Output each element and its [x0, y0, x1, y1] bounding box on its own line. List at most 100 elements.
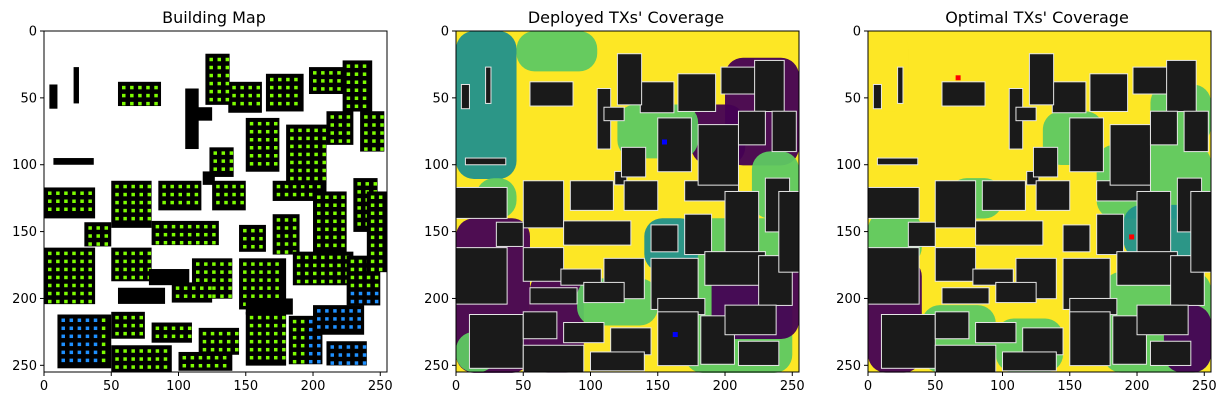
tx-marker: [955, 75, 961, 81]
grid-point: [56, 191, 60, 195]
grid-point: [88, 275, 92, 280]
grid-point: [265, 339, 270, 344]
panel-title: Building Map: [162, 8, 266, 27]
grid-point: [267, 294, 271, 298]
grid-point: [243, 286, 247, 290]
grid-point: [274, 137, 278, 142]
building: [941, 81, 986, 107]
grid-point: [298, 168, 302, 173]
grid-point: [257, 121, 262, 126]
grid-point: [341, 309, 345, 313]
grid-point: [274, 154, 278, 158]
grid-point: [77, 326, 82, 331]
grid-point: [256, 101, 261, 106]
building: [1149, 340, 1192, 366]
building: [677, 73, 717, 112]
grid-point: [195, 240, 200, 245]
grid-point: [48, 267, 52, 272]
grid-point: [225, 65, 230, 70]
building: [1116, 251, 1178, 286]
grid-point: [212, 240, 216, 245]
grid-point: [284, 250, 289, 254]
grid-point: [131, 184, 135, 189]
grid-point: [56, 251, 60, 256]
grid-point: [278, 77, 282, 82]
grid-point: [64, 259, 68, 264]
grid-point: [292, 218, 297, 222]
grid-point: [337, 79, 341, 83]
building: [616, 53, 643, 106]
grid-point: [56, 199, 60, 203]
grid-point: [373, 182, 378, 186]
grid-point: [131, 331, 135, 336]
grid-point: [346, 104, 351, 109]
grid-point: [274, 146, 278, 150]
grid-point: [61, 358, 65, 363]
grid-point: [115, 331, 119, 336]
grid-point: [292, 234, 297, 238]
grid-point: [354, 72, 359, 76]
grid-point: [123, 365, 127, 369]
grid-point: [364, 131, 368, 135]
grid-point: [191, 286, 196, 290]
grid-point: [306, 152, 310, 157]
grid-point: [322, 128, 326, 133]
grid-point: [292, 343, 297, 348]
x-tick-label: 200: [1125, 379, 1150, 394]
grid-point: [72, 275, 76, 280]
grid-point: [212, 262, 216, 266]
axes-frame: [455, 30, 800, 373]
grid-point: [212, 224, 216, 229]
grid-point: [366, 299, 371, 304]
grid-point: [80, 259, 84, 264]
grid-point: [122, 93, 126, 98]
building: [455, 186, 508, 219]
grid-point: [240, 101, 244, 106]
grid-point: [372, 131, 376, 135]
building: [460, 83, 470, 110]
grid-point: [337, 279, 341, 284]
grid-point: [346, 88, 351, 93]
grid-point: [195, 278, 200, 282]
grid-point: [240, 200, 244, 205]
grid-point: [308, 319, 313, 324]
grid-point: [209, 89, 213, 94]
grid-point: [317, 325, 321, 329]
grid-point: [249, 121, 254, 126]
grid-point: [131, 251, 135, 256]
grid-point: [210, 331, 215, 336]
building: [529, 81, 574, 107]
grid-point: [155, 232, 160, 237]
grid-point: [88, 226, 92, 230]
grid-point: [115, 216, 119, 221]
grid-point: [257, 323, 262, 328]
grid-point: [115, 275, 119, 280]
grid-point: [216, 200, 220, 205]
grid-point: [322, 144, 326, 149]
grid-point: [350, 283, 355, 288]
grid-point: [93, 342, 98, 347]
grid-point: [104, 242, 109, 246]
grid-point: [61, 334, 65, 339]
grid-point: [314, 136, 318, 141]
y-tick-label: 100: [424, 158, 449, 173]
grid-point: [278, 93, 282, 98]
x-tick-label: 50: [103, 379, 120, 394]
building: [603, 106, 625, 122]
grid-point: [362, 353, 367, 357]
grid-point: [354, 88, 359, 93]
grid-point: [131, 323, 135, 328]
grid-point: [338, 123, 343, 127]
building: [583, 281, 625, 304]
grid-point: [155, 349, 160, 353]
grid-point: [249, 315, 254, 320]
building: [1069, 311, 1111, 367]
grid-point: [64, 191, 68, 195]
tx-marker: [672, 332, 678, 338]
grid-point: [123, 331, 127, 336]
x-tick-label: 50: [927, 379, 944, 394]
building: [1136, 304, 1189, 336]
grid-point: [358, 283, 363, 288]
grid-point: [212, 286, 216, 290]
building: [867, 247, 920, 305]
